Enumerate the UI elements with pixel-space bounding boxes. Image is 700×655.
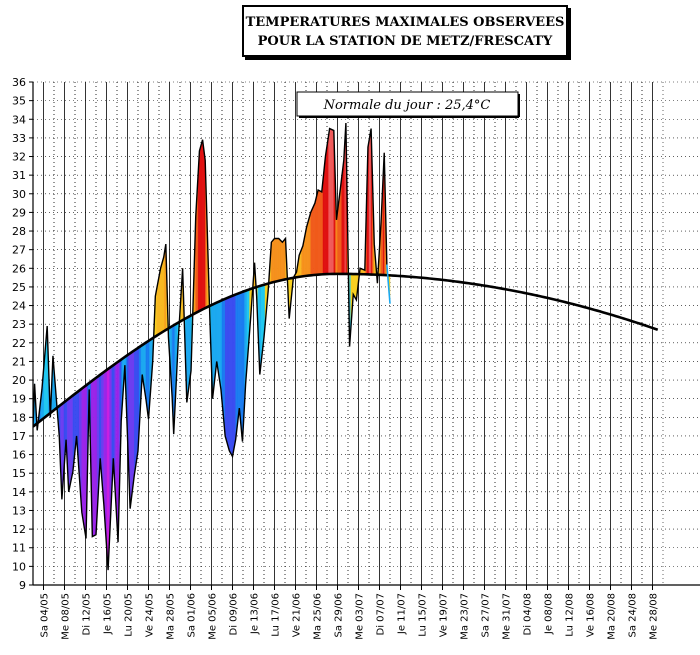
anomaly-areas xyxy=(33,122,391,571)
normal-annotation: Normale du jour : 25,4°C xyxy=(296,91,520,118)
x-tick-label: Me 08/05 xyxy=(61,593,72,640)
x-tick-label: Di 07/07 xyxy=(376,593,387,635)
x-tick-label: Di 04/08 xyxy=(523,593,534,635)
x-tick-label: Sa 24/08 xyxy=(628,593,639,637)
y-tick-label: 20 xyxy=(12,374,26,387)
x-tick-label: Lu 15/07 xyxy=(418,593,429,637)
x-tick-label: Me 03/07 xyxy=(355,593,366,640)
y-tick-label: 15 xyxy=(12,467,26,480)
x-tick-label: Je 11/07 xyxy=(397,593,408,635)
y-tick-label: 18 xyxy=(12,411,26,424)
chart-title-box: TEMPERATURES MAXIMALES OBSERVEES POUR LA… xyxy=(242,5,568,57)
y-tick-label: 12 xyxy=(12,523,26,536)
chart-title-line2: POUR LA STATION DE METZ/FRESCATY xyxy=(257,34,553,49)
y-tick-label: 30 xyxy=(12,188,26,201)
x-tick-label: Sa 04/05 xyxy=(40,593,51,637)
y-tick-label: 33 xyxy=(12,132,26,145)
x-tick-label: Ve 19/07 xyxy=(439,593,450,637)
y-tick-label: 27 xyxy=(12,244,26,257)
y-tick-label: 10 xyxy=(12,560,26,573)
x-tick-label: Ma 20/08 xyxy=(607,593,618,640)
y-tick-label: 28 xyxy=(12,225,26,238)
y-tick-label: 14 xyxy=(12,486,26,499)
observed-series-tail xyxy=(386,264,391,304)
x-tick-label: Ma 23/07 xyxy=(460,593,471,640)
x-tick-label: Lu 20/05 xyxy=(124,593,135,637)
y-tick-label: 22 xyxy=(12,337,26,350)
y-tick-label: 16 xyxy=(12,449,26,462)
y-tick-label: 31 xyxy=(12,169,26,182)
x-tick-label: Di 09/06 xyxy=(229,593,240,635)
x-tick-label: Ve 16/08 xyxy=(586,593,597,637)
x-tick-label: Lu 12/08 xyxy=(565,593,576,637)
annotation-text: Normale du jour : 25,4°C xyxy=(323,98,491,113)
y-tick-label: 24 xyxy=(12,300,26,313)
x-tick-label: Me 28/08 xyxy=(649,593,660,640)
x-tick-label: Me 05/06 xyxy=(208,593,219,640)
y-tick-label: 25 xyxy=(12,281,26,294)
y-tick-label: 29 xyxy=(12,206,26,219)
x-tick-label: Sa 01/06 xyxy=(187,593,198,637)
x-tick-label: Ma 28/05 xyxy=(166,593,177,640)
x-tick-label: Sa 29/06 xyxy=(334,593,345,637)
x-tick-label: Ma 25/06 xyxy=(313,593,324,640)
normal-series-line xyxy=(33,272,659,428)
x-tick-label: Je 08/08 xyxy=(544,593,555,635)
observed-line xyxy=(33,122,391,571)
x-tick-label: Je 16/05 xyxy=(103,593,114,635)
observed-series-line xyxy=(33,122,388,571)
y-tick-label: 36 xyxy=(12,76,26,89)
y-tick-label: 21 xyxy=(12,355,26,368)
x-tick-label: Je 13/06 xyxy=(250,593,261,635)
x-tick-labels: Sa 04/05 Me 08/05 Di 12/05 Je 16/05 Lu 20/05… xyxy=(40,585,660,640)
x-tick-label: Ve 21/06 xyxy=(292,593,303,637)
x-tick-label: Me 31/07 xyxy=(502,593,513,640)
y-tick-label: 23 xyxy=(12,318,26,331)
x-tick-label: Sa 27/07 xyxy=(481,593,492,637)
normal-curve xyxy=(33,272,659,428)
y-tick-label: 32 xyxy=(12,151,26,164)
axes xyxy=(32,82,700,586)
vertical-grid xyxy=(43,82,664,585)
x-tick-label: Ve 24/05 xyxy=(145,593,156,637)
horizontal-grid xyxy=(33,81,700,586)
y-tick-label: 19 xyxy=(12,393,26,406)
x-tick-label: Lu 17/06 xyxy=(271,593,282,637)
y-tick-label: 26 xyxy=(12,262,26,275)
y-tick-label: 9 xyxy=(19,579,26,592)
y-tick-label: 11 xyxy=(12,542,26,555)
x-tick-label: Di 12/05 xyxy=(82,593,93,635)
y-tick-label: 34 xyxy=(12,113,26,126)
y-tick-labels: 9 10 11 12 13 14 15 16 17 18 19 20 21 22 23 24 25 26 27 28 2… xyxy=(12,76,33,592)
y-tick-label: 13 xyxy=(12,504,26,517)
y-tick-label: 17 xyxy=(12,430,26,443)
y-tick-label: 35 xyxy=(12,95,26,108)
chart-title-line1: TEMPERATURES MAXIMALES OBSERVEES xyxy=(245,15,565,30)
